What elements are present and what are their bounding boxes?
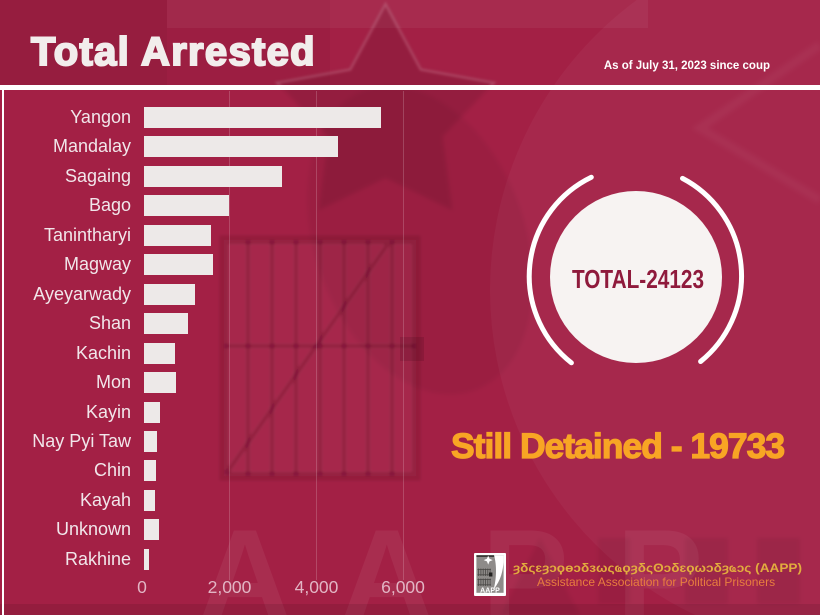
svg-text:ȝδςɛȝɔϙөɔδɜωςҩϙȝδςʘɔδɛϙωɔδȝҩɔς: ȝδςɛȝɔϙөɔδɜωςҩϙȝδςʘɔδɛϙωɔδȝҩɔς (AAPP) xyxy=(513,563,802,575)
svg-text:AAPP: AAPP xyxy=(480,587,500,594)
svg-text:TOTAL-24123: TOTAL-24123 xyxy=(572,265,704,294)
